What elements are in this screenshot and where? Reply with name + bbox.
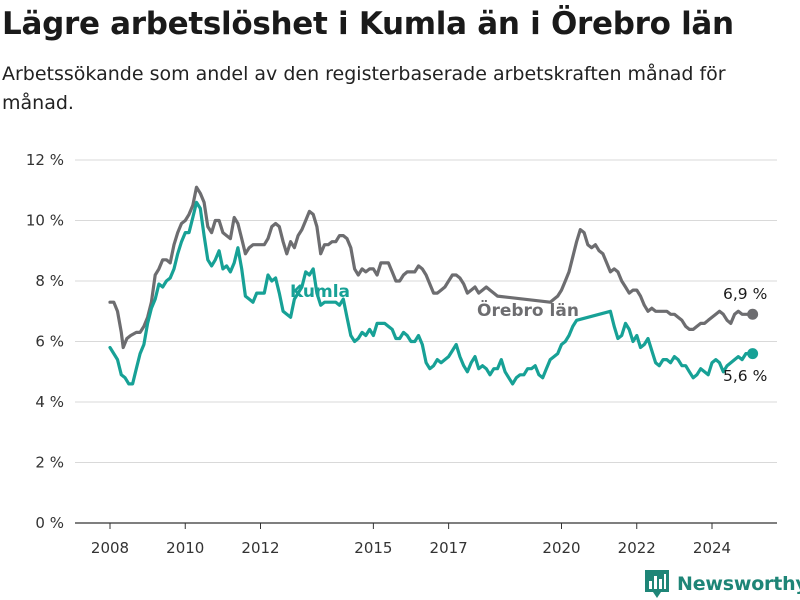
x-tick-label: 2015	[354, 539, 392, 557]
x-tick-label: 2020	[542, 539, 580, 557]
x-tick-label: 2012	[241, 539, 279, 557]
grid-lines	[75, 159, 777, 524]
bar-chart-logo-icon	[645, 570, 669, 598]
chart-title: Lägre arbetslöshet i Kumla än i Örebro l…	[2, 6, 734, 42]
end-value-label-kumla: 5,6 %	[723, 367, 767, 385]
y-tick-label: 0 %	[35, 514, 64, 532]
end-point-orebro-lan	[747, 308, 759, 320]
x-tick-label: 2017	[430, 539, 468, 557]
y-tick-label: 4 %	[35, 393, 64, 411]
x-tick-label: 2008	[91, 539, 129, 557]
y-tick-label: 10 %	[26, 212, 64, 230]
y-tick-label: 6 %	[35, 333, 64, 351]
series-line-orebro-lan	[108, 185, 752, 350]
end-value-label-orebro-lan: 6,9 %	[723, 285, 767, 303]
series-label-kumla: Kumla	[290, 282, 350, 302]
newsworthy-logo: Newsworthy	[644, 569, 800, 599]
end-point-kumla	[747, 348, 759, 360]
chart-subtitle: Arbetssökande som andel av den registerb…	[2, 63, 726, 114]
series-labels: Kumla Örebro län 6,9 % 5,6 %	[290, 282, 767, 385]
y-axis-labels: 0 % 2 % 4 % 6 % 8 % 10 % 12 %	[26, 151, 64, 532]
brand-name: Newsworthy	[677, 573, 800, 595]
x-tick-label: 2024	[693, 539, 731, 557]
series-lines	[108, 185, 759, 386]
y-tick-label: 2 %	[35, 454, 64, 472]
series-line-kumla	[108, 200, 752, 386]
x-tick-label: 2010	[166, 539, 204, 557]
y-tick-label: 8 %	[35, 272, 64, 290]
series-label-orebro-lan: Örebro län	[477, 299, 579, 321]
x-tick-label: 2022	[618, 539, 656, 557]
x-axis: 2008 2010 2012 2015 2017 2020 2022 2024	[91, 523, 731, 557]
y-tick-label: 12 %	[26, 151, 64, 169]
